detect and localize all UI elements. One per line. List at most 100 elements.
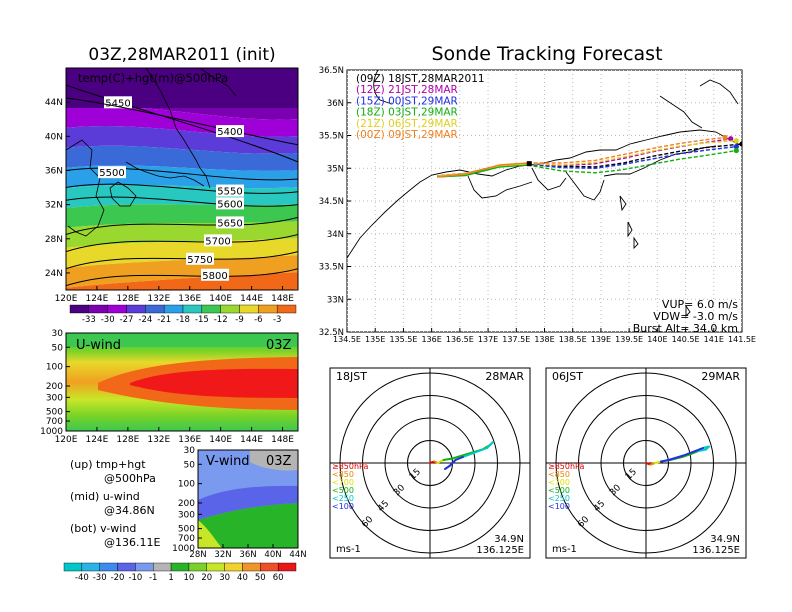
track-x-tick-label: 138E bbox=[534, 335, 554, 344]
colorbar-label: 60 bbox=[273, 573, 284, 583]
pressure-tick-label: 200 bbox=[46, 382, 63, 392]
colorbar-label: -24 bbox=[138, 315, 152, 325]
colorbar-label: -1 bbox=[149, 573, 157, 583]
track-series-descent bbox=[527, 140, 737, 166]
colorbar-label: -30 bbox=[101, 315, 115, 325]
map-x-tick-label: 148E bbox=[271, 294, 294, 304]
speed-ring bbox=[339, 372, 521, 554]
track-x-tick-label: 135.5E bbox=[389, 335, 417, 344]
v-wind-x-tick-label: 28N bbox=[189, 550, 206, 560]
colorbar-label: -27 bbox=[120, 315, 134, 325]
hodograph-segment bbox=[442, 457, 454, 461]
colorbar-swatch bbox=[188, 562, 207, 572]
u-wind-upper-band bbox=[66, 333, 298, 347]
colorbar-swatch bbox=[163, 304, 184, 314]
hodograph-lat: 34.9N bbox=[710, 534, 740, 545]
u-wind-frame bbox=[65, 332, 299, 432]
hodograph-segment bbox=[448, 459, 457, 467]
track-x-tick-label: 141E bbox=[704, 335, 724, 344]
u-wind-x-tick-label: 128E bbox=[116, 435, 139, 445]
colorbar-label: -33 bbox=[82, 315, 96, 325]
contour-label-box bbox=[186, 252, 214, 265]
map-y-tick-label: 36N bbox=[45, 166, 63, 176]
speed-ring bbox=[623, 440, 669, 486]
colorbar-swatch bbox=[88, 304, 108, 314]
colorbar-swatch bbox=[63, 562, 83, 572]
u-wind-x-tick-label: 144E bbox=[240, 435, 263, 445]
track-series-descent bbox=[527, 149, 737, 174]
pressure-tick-label: 50 bbox=[184, 460, 196, 470]
contour-label-box bbox=[216, 125, 244, 138]
colorbar-swatch bbox=[135, 562, 154, 572]
hodograph-segment bbox=[702, 445, 710, 449]
pressure-tick-label: 500 bbox=[46, 408, 63, 418]
hodograph-segment bbox=[451, 453, 469, 460]
hodograph-unit: ms-1 bbox=[552, 544, 577, 555]
temperature-band bbox=[66, 238, 298, 268]
colorbar-swatch bbox=[201, 304, 221, 314]
japan-coastline bbox=[66, 68, 237, 237]
hodograph-segment bbox=[462, 447, 488, 458]
colorbar-label: -3 bbox=[273, 315, 281, 325]
track-x-tick-label: 141.5E bbox=[728, 335, 756, 344]
height-contour bbox=[66, 167, 298, 181]
colorbar-swatch bbox=[224, 562, 243, 572]
left-title: 03Z,28MAR2011 (init) bbox=[88, 45, 275, 65]
pressure-legend-entry: <850 bbox=[548, 470, 570, 479]
colorbar-label: -20 bbox=[111, 573, 125, 583]
colorbar-swatch bbox=[126, 304, 146, 314]
speed-ring bbox=[600, 417, 692, 509]
track-y-tick-label: 36N bbox=[327, 99, 344, 109]
contour-label-box bbox=[216, 216, 244, 229]
track-x-tick-label: 139E bbox=[591, 335, 611, 344]
pressure-legend-entry: <500 bbox=[548, 486, 570, 495]
colorbar-swatch bbox=[239, 304, 259, 314]
pressure-legend-entry: ≥850hPa bbox=[548, 462, 585, 471]
height-contour bbox=[66, 84, 298, 163]
track-x-tick-label: 136E bbox=[421, 335, 441, 344]
colorbar-label: -6 bbox=[254, 315, 262, 325]
map-x-tick-label: 140E bbox=[209, 294, 232, 304]
height-contour bbox=[66, 234, 298, 253]
track-y-tick-label: 33N bbox=[327, 295, 344, 305]
colorbar-swatch bbox=[107, 304, 127, 314]
track-x-tick-label: 138.5E bbox=[559, 335, 587, 344]
hodograph-segment bbox=[486, 441, 494, 449]
speed-ring bbox=[555, 372, 737, 554]
map-x-tick-label: 128E bbox=[116, 294, 139, 304]
colorbar-swatch bbox=[99, 562, 118, 572]
pressure-tick-label: 50 bbox=[52, 343, 64, 353]
v-wind-x-tick-label: 32N bbox=[214, 550, 231, 560]
v-wind-warm-patch bbox=[198, 520, 222, 548]
legend-line-3: (mid) u-wind bbox=[70, 490, 140, 503]
u-wind-x-tick-label: 136E bbox=[178, 435, 201, 445]
track-x-tick-label: 137E bbox=[478, 335, 498, 344]
track-y-tick-label: 34.5N bbox=[319, 197, 344, 207]
pressure-tick-label: 30 bbox=[52, 329, 64, 339]
colorbar-label: 1 bbox=[168, 573, 173, 583]
u-wind-x-tick-label: 132E bbox=[147, 435, 170, 445]
colorbar-swatch bbox=[81, 562, 100, 572]
contour-label-box bbox=[216, 197, 244, 210]
track-series-descent bbox=[527, 143, 742, 168]
speed-ring bbox=[384, 417, 476, 509]
burst-marker bbox=[526, 161, 532, 167]
pressure-legend-entry: <250 bbox=[332, 494, 354, 503]
legend-line-5: (bot) v-wind bbox=[70, 522, 136, 535]
hodograph-time: 18JST bbox=[336, 370, 367, 383]
contour-label: 5400 bbox=[217, 127, 242, 138]
track-landing-point bbox=[733, 147, 739, 154]
contour-label-box bbox=[201, 268, 229, 281]
v-wind-low-band bbox=[198, 503, 298, 548]
height-contour bbox=[66, 251, 298, 270]
track-x-tick-label: 139.5E bbox=[615, 335, 643, 344]
track-y-tick-label: 35N bbox=[327, 164, 344, 174]
map-y-tick-label: 28N bbox=[45, 235, 63, 245]
v-wind-x-tick-label: 40N bbox=[264, 550, 281, 560]
colorbar-label: -21 bbox=[157, 315, 171, 325]
hodograph-segment bbox=[444, 465, 451, 470]
vup-annotation: VUP= 6.0 m/s bbox=[662, 298, 738, 311]
pressure-legend-entry: <500 bbox=[332, 486, 354, 495]
colorbar-label: -10 bbox=[128, 573, 142, 583]
